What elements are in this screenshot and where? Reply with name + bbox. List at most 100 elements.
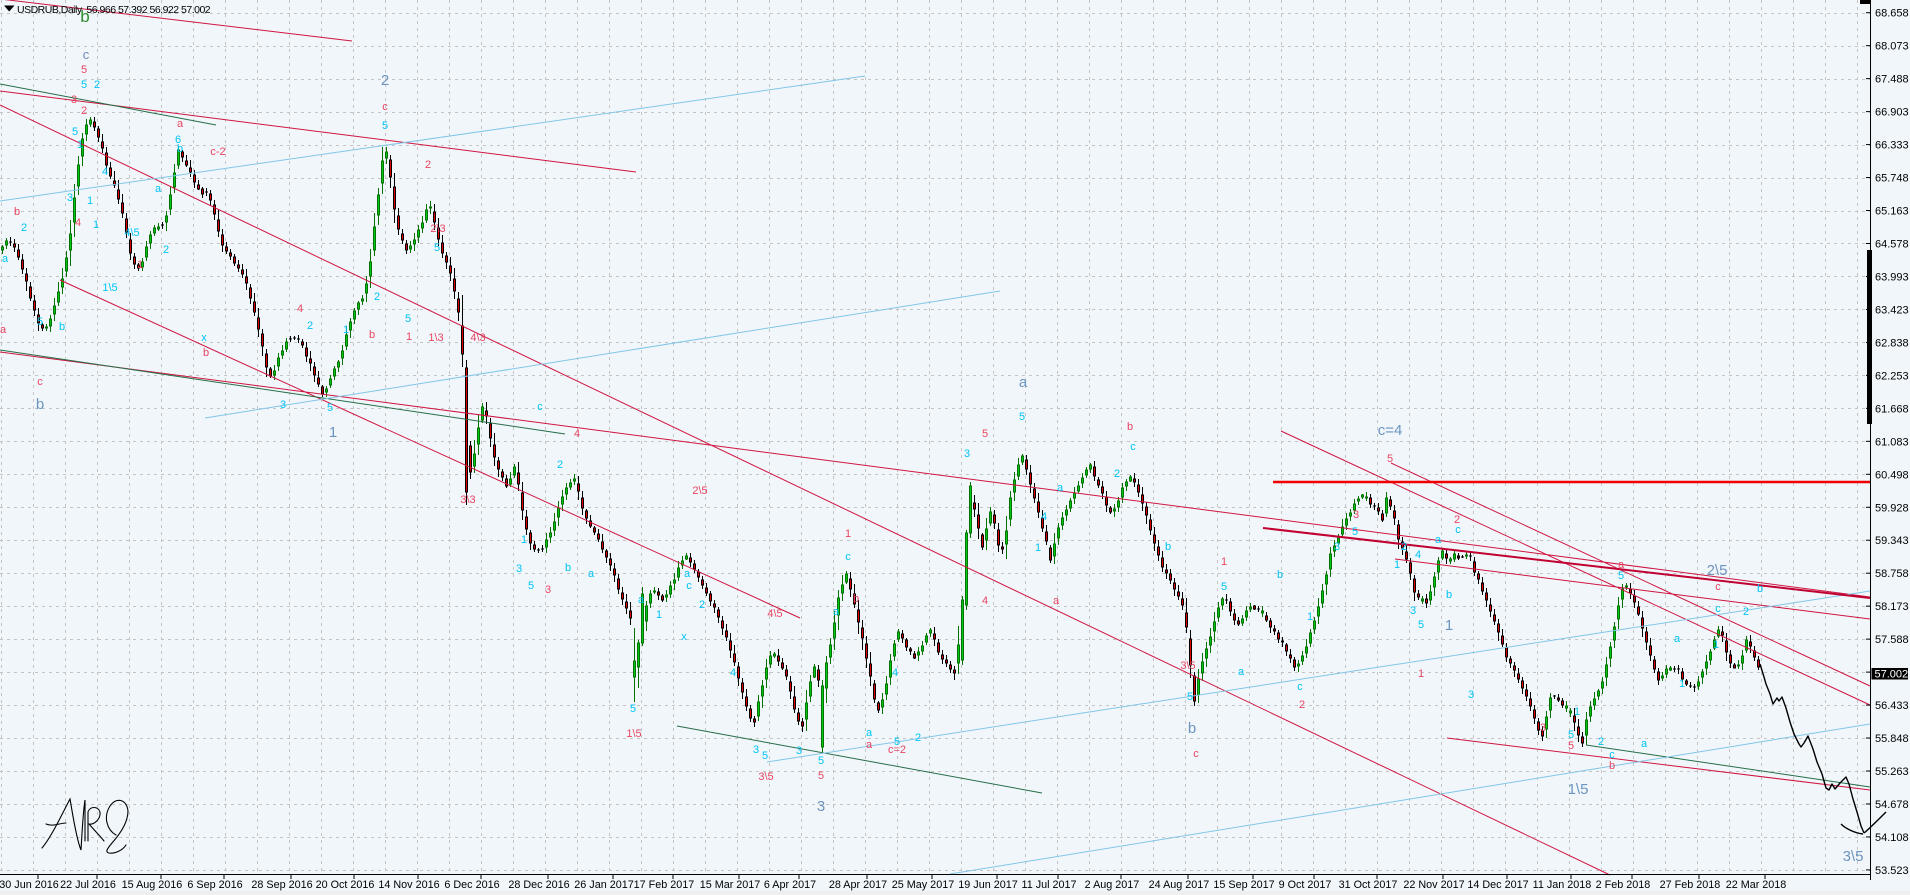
svg-text:1: 1: [656, 609, 662, 621]
svg-text:c-2: c-2: [210, 146, 225, 158]
svg-text:14 Nov 2016: 14 Nov 2016: [378, 879, 439, 891]
svg-text:5: 5: [37, 316, 43, 328]
svg-text:a: a: [0, 324, 7, 336]
svg-text:5: 5: [894, 736, 900, 748]
svg-text:3\5: 3\5: [1843, 848, 1864, 865]
svg-text:22 Mar 2018: 22 Mar 2018: [1726, 879, 1787, 891]
svg-text:2: 2: [307, 320, 313, 332]
svg-text:a: a: [1057, 482, 1064, 494]
svg-text:b: b: [369, 329, 375, 341]
svg-text:55.848: 55.848: [1875, 733, 1909, 745]
svg-text:2: 2: [381, 72, 389, 89]
svg-text:c: c: [83, 47, 90, 62]
svg-text:59.928: 59.928: [1875, 502, 1909, 514]
svg-text:4: 4: [75, 217, 81, 229]
svg-text:5: 5: [762, 750, 768, 762]
svg-text:24 Aug 2017: 24 Aug 2017: [1149, 879, 1210, 891]
svg-text:3: 3: [817, 798, 825, 815]
svg-text:2: 2: [1598, 736, 1604, 748]
svg-text:5: 5: [1187, 691, 1193, 703]
svg-text:1\5: 1\5: [102, 282, 117, 294]
svg-text:53.523: 53.523: [1875, 865, 1909, 877]
svg-text:2: 2: [94, 79, 100, 91]
svg-text:1\3: 1\3: [428, 332, 443, 344]
svg-text:60.498: 60.498: [1875, 469, 1909, 481]
svg-text:1\5: 1\5: [626, 728, 641, 740]
svg-text:2: 2: [1454, 514, 1460, 526]
svg-text:59.343: 59.343: [1875, 535, 1909, 547]
svg-text:2\3: 2\3: [430, 223, 445, 235]
svg-text:3: 3: [1353, 509, 1359, 521]
svg-text:c: c: [1715, 581, 1721, 593]
svg-text:55.263: 55.263: [1875, 766, 1909, 778]
svg-text:b: b: [1188, 720, 1196, 737]
svg-text:c: c: [537, 401, 543, 413]
svg-text:c=4: c=4: [1378, 422, 1403, 439]
svg-text:4\5: 4\5: [124, 227, 139, 239]
svg-text:56.433: 56.433: [1875, 700, 1909, 712]
svg-text:b: b: [203, 347, 209, 359]
svg-text:4: 4: [1041, 511, 1047, 523]
svg-text:14 Dec 2017: 14 Dec 2017: [1467, 879, 1528, 891]
svg-text:4\5: 4\5: [767, 608, 782, 620]
svg-text:c=2: c=2: [888, 744, 906, 756]
svg-text:2\5: 2\5: [1707, 562, 1728, 579]
svg-text:5: 5: [630, 703, 636, 715]
svg-text:58.758: 58.758: [1875, 568, 1909, 580]
svg-text:3: 3: [753, 744, 759, 756]
svg-text:a: a: [155, 183, 162, 195]
svg-text:a: a: [1019, 374, 1028, 391]
svg-text:2: 2: [699, 599, 705, 611]
svg-text:3: 3: [67, 192, 73, 204]
svg-text:22 Nov 2017: 22 Nov 2017: [1403, 879, 1464, 891]
svg-text:c: c: [1193, 748, 1199, 760]
svg-text:54.678: 54.678: [1875, 799, 1909, 811]
svg-text:x: x: [681, 631, 687, 643]
svg-text:5: 5: [1352, 526, 1358, 538]
svg-text:6 Apr 2017: 6 Apr 2017: [764, 879, 816, 891]
svg-text:b: b: [1609, 760, 1615, 772]
svg-text:11 Jan 2018: 11 Jan 2018: [1533, 879, 1592, 891]
svg-text:6 Sep 2016: 6 Sep 2016: [187, 879, 242, 891]
svg-text:25 May 2017: 25 May 2017: [892, 879, 954, 891]
svg-text:1: 1: [1418, 668, 1424, 680]
svg-text:5: 5: [982, 428, 988, 440]
svg-text:63.993: 63.993: [1875, 271, 1909, 283]
svg-text:2: 2: [1299, 699, 1305, 711]
svg-text:c: c: [1297, 681, 1303, 693]
svg-text:28 Apr 2017: 28 Apr 2017: [829, 879, 887, 891]
svg-text:61.668: 61.668: [1875, 403, 1909, 415]
svg-text:3: 3: [545, 584, 551, 596]
svg-text:4: 4: [892, 667, 898, 679]
svg-text:1: 1: [1035, 542, 1041, 554]
svg-text:3: 3: [1468, 689, 1474, 701]
svg-text:1: 1: [329, 424, 337, 441]
svg-text:2: 2: [21, 222, 27, 234]
svg-text:15 Sep 2017: 15 Sep 2017: [1213, 879, 1274, 891]
svg-text:4\3: 4\3: [470, 332, 485, 344]
svg-text:1: 1: [343, 324, 349, 336]
svg-text:5: 5: [1221, 581, 1227, 593]
svg-text:USDRUB,Daily 56.966 57.392 56: USDRUB,Daily 56.966 57.392 56.922 57.002: [17, 4, 211, 16]
svg-text:1: 1: [1394, 559, 1400, 571]
svg-text:1: 1: [1679, 678, 1685, 690]
svg-text:5: 5: [405, 313, 411, 325]
svg-text:2: 2: [163, 244, 169, 256]
svg-text:1: 1: [77, 139, 83, 151]
svg-text:a: a: [866, 727, 873, 739]
svg-text:54.108: 54.108: [1875, 832, 1909, 844]
svg-text:65.163: 65.163: [1875, 206, 1909, 218]
svg-text:6 Dec 2016: 6 Dec 2016: [444, 879, 499, 891]
svg-text:15 Aug 2016: 15 Aug 2016: [122, 879, 183, 891]
svg-text:1: 1: [93, 219, 99, 231]
svg-text:6: 6: [175, 134, 181, 146]
svg-text:1: 1: [521, 534, 527, 546]
svg-text:9 Oct 2017: 9 Oct 2017: [1279, 879, 1332, 891]
svg-text:b: b: [1277, 569, 1283, 581]
svg-text:2 Aug 2017: 2 Aug 2017: [1085, 879, 1140, 891]
svg-text:3: 3: [1334, 541, 1340, 553]
svg-text:c: c: [1609, 749, 1615, 761]
svg-text:15 Mar 2017: 15 Mar 2017: [700, 879, 761, 891]
svg-text:58.173: 58.173: [1875, 601, 1909, 613]
svg-text:1: 1: [1307, 611, 1313, 623]
